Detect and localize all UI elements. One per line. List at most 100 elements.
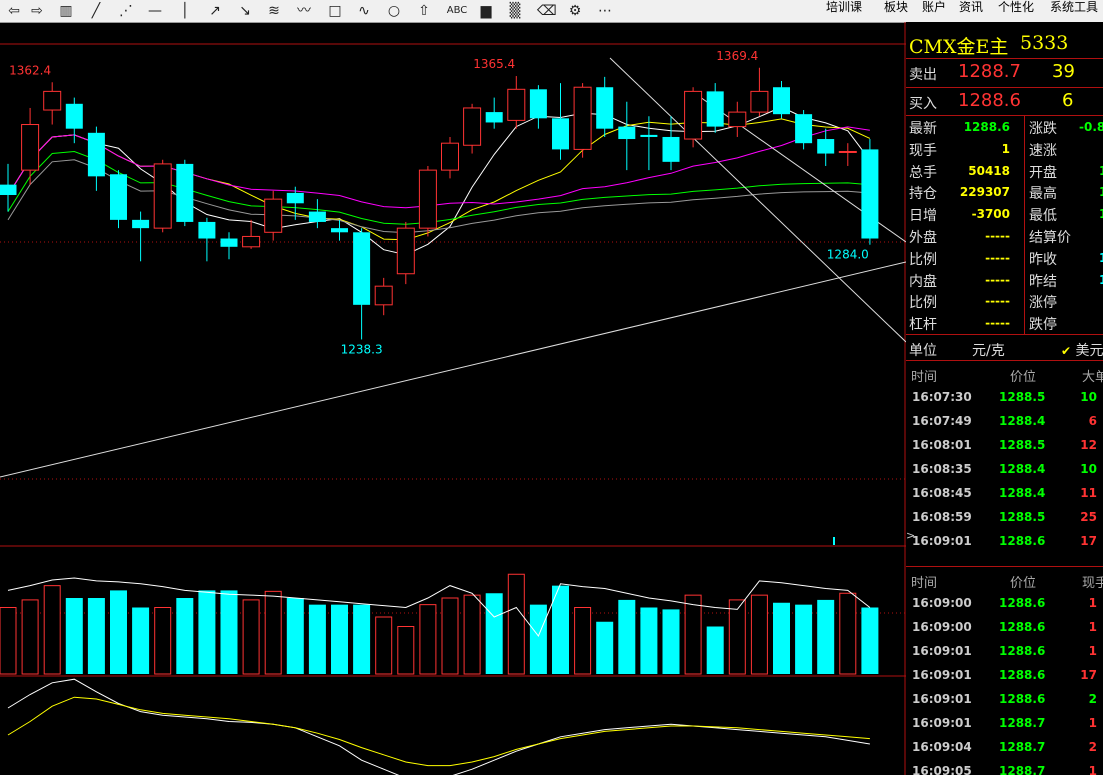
trade-row[interactable]: 16:08:45 1288.4 11 [906, 486, 1103, 504]
wave-icon[interactable]: 〰 [297, 3, 311, 19]
trade-price: 1288.5 [999, 438, 1046, 452]
quote-left-label: 杠杆 [909, 317, 937, 334]
layout-grid-icon[interactable]: ▥ [59, 3, 73, 19]
trade-row[interactable]: 16:09:00 1288.6 1 [906, 620, 1103, 638]
menu-item-5[interactable]: 系统工具 [1050, 0, 1099, 14]
menu-item-1[interactable]: 板块 [884, 0, 909, 14]
gradient-icon[interactable]: ▒ [509, 3, 521, 19]
trade-time: 16:09:00 [912, 620, 972, 634]
volume-bar [640, 607, 658, 674]
volume-bar [242, 599, 260, 675]
candle-body [418, 169, 437, 229]
trade-price: 1288.6 [999, 596, 1046, 610]
eraser-icon[interactable]: ⌫ [537, 3, 557, 19]
candle-body [552, 118, 569, 150]
candle-body [264, 198, 283, 233]
menu-item-2[interactable]: 账户 [922, 0, 947, 14]
trade-row[interactable]: 16:09:05 1288.7 1 [906, 764, 1103, 775]
trade-time: 16:09:00 [912, 596, 972, 610]
candle-body [331, 228, 348, 233]
text-abc-icon[interactable]: ABC [446, 5, 468, 16]
volume-bar [662, 609, 680, 674]
volume-bar [286, 598, 304, 674]
instrument-code: 5333 [1020, 32, 1069, 54]
volume-bar [507, 573, 525, 675]
trade-row[interactable]: 16:08:35 1288.4 10 [906, 462, 1103, 480]
trade-qty: 1 [1088, 764, 1097, 775]
trade-row[interactable]: 16:08:59 1288.5 25 [906, 510, 1103, 528]
parallel-lines-icon[interactable]: ≋ [268, 3, 280, 19]
trade-row[interactable]: 16:09:01 1288.6 2 [906, 692, 1103, 710]
trade-time: 16:09:01 [912, 668, 972, 682]
up-arrow-icon[interactable]: ⇧ [418, 3, 430, 19]
horizontal-line-icon[interactable]: — [148, 3, 162, 19]
rectangle-icon[interactable]: □ [328, 3, 342, 19]
arrow-line-icon[interactable]: ↗ [209, 3, 221, 19]
quote-right-label: 涨跌 [1029, 121, 1057, 137]
candle-body [176, 163, 194, 222]
menu-item-0[interactable]: 培训课 [826, 0, 863, 14]
quote-right-value: 1 [1099, 251, 1103, 265]
bar-chart-icon[interactable]: ▆ [480, 3, 492, 19]
quote-left-value: ----- [985, 229, 1010, 243]
trade-row[interactable]: 16:08:01 1288.5 12 [906, 438, 1103, 456]
trade-price: 1288.6 [999, 620, 1046, 634]
volume-bar [795, 604, 813, 674]
trade-row[interactable]: 16:09:04 1288.7 2 [906, 740, 1103, 758]
arrow-down-line-icon[interactable]: ↘ [239, 3, 251, 19]
back-arrow-icon[interactable]: ⇦ [8, 3, 20, 19]
vertical-line-icon[interactable]: │ [180, 3, 190, 19]
quote-left-value: 229307 [959, 185, 1010, 200]
ma5-line [7, 106, 871, 256]
ellipse-icon[interactable]: ○ [387, 3, 401, 19]
volume-bar [176, 598, 194, 674]
trade-row[interactable]: 16:09:01 1288.7 1 [906, 716, 1103, 734]
ma20-line [7, 126, 870, 209]
indicator-line-1 [7, 678, 870, 775]
more-icon[interactable]: ⋯ [598, 3, 612, 19]
trade-row[interactable]: 16:09:01 1288.6 17 [906, 668, 1103, 686]
volume-bar [773, 602, 790, 674]
quote-left-label: 日增 [909, 208, 937, 225]
volume-bar [331, 604, 348, 674]
volume-bar [154, 607, 172, 675]
trade-price: 1288.5 [999, 510, 1046, 524]
trade-price: 1288.6 [999, 534, 1046, 548]
instrument-title: CMX金E主 [909, 36, 1009, 58]
trade-row[interactable]: 16:07:49 1288.4 6 [906, 414, 1103, 432]
volume-bar [397, 626, 415, 675]
price-annotation: 1284.0 [827, 248, 869, 262]
trade-row[interactable]: 16:07:30 1288.5 10 [906, 390, 1103, 408]
trade-row[interactable]: 16:09:00 1288.6 1 [906, 596, 1103, 614]
trade-row[interactable]: 16:09:01 1288.6 1 [906, 644, 1103, 662]
candle-body [308, 211, 326, 222]
ray-draw-icon[interactable]: ⋰ [119, 3, 133, 19]
candlestick-chart[interactable]: 1362.4 1365.4 1369.4 1238.3 1284.0 [0, 22, 906, 775]
trade-qty: 1 [1088, 596, 1097, 610]
trade-row[interactable]: 16:09:01 1288.6 17 [906, 534, 1103, 552]
volume-bar [618, 599, 636, 674]
quote-right-label: 昨收 [1029, 251, 1057, 268]
menu-item-4[interactable]: 个性化 [998, 0, 1035, 14]
candle-body [861, 149, 879, 239]
volume-bar [596, 621, 614, 674]
quote-left-value: 1288.6 [963, 120, 1010, 134]
menu-item-3[interactable]: 资讯 [959, 0, 984, 14]
settings-icon[interactable]: ⚙ [568, 3, 582, 19]
ma60-line [7, 159, 870, 234]
indicator-line-2 [7, 696, 870, 767]
candle-body [21, 124, 40, 171]
quote-right-value: -0.8/ [1079, 120, 1103, 134]
curve-icon[interactable]: ∿ [358, 3, 370, 19]
candle-body [529, 89, 547, 119]
line-draw-icon[interactable]: ╱ [91, 3, 101, 19]
quote-left-label: 比例 [909, 295, 937, 312]
quote-left-value: ----- [985, 316, 1010, 331]
forward-arrow-icon[interactable]: ⇨ [31, 3, 43, 19]
candle-body [43, 90, 62, 111]
currency-checkbox[interactable]: ✔ 美元 [1061, 340, 1103, 360]
candle-body [396, 227, 415, 275]
trade-header: 价位 [1010, 370, 1037, 385]
candle-body [773, 87, 790, 115]
candle-body [198, 221, 216, 239]
